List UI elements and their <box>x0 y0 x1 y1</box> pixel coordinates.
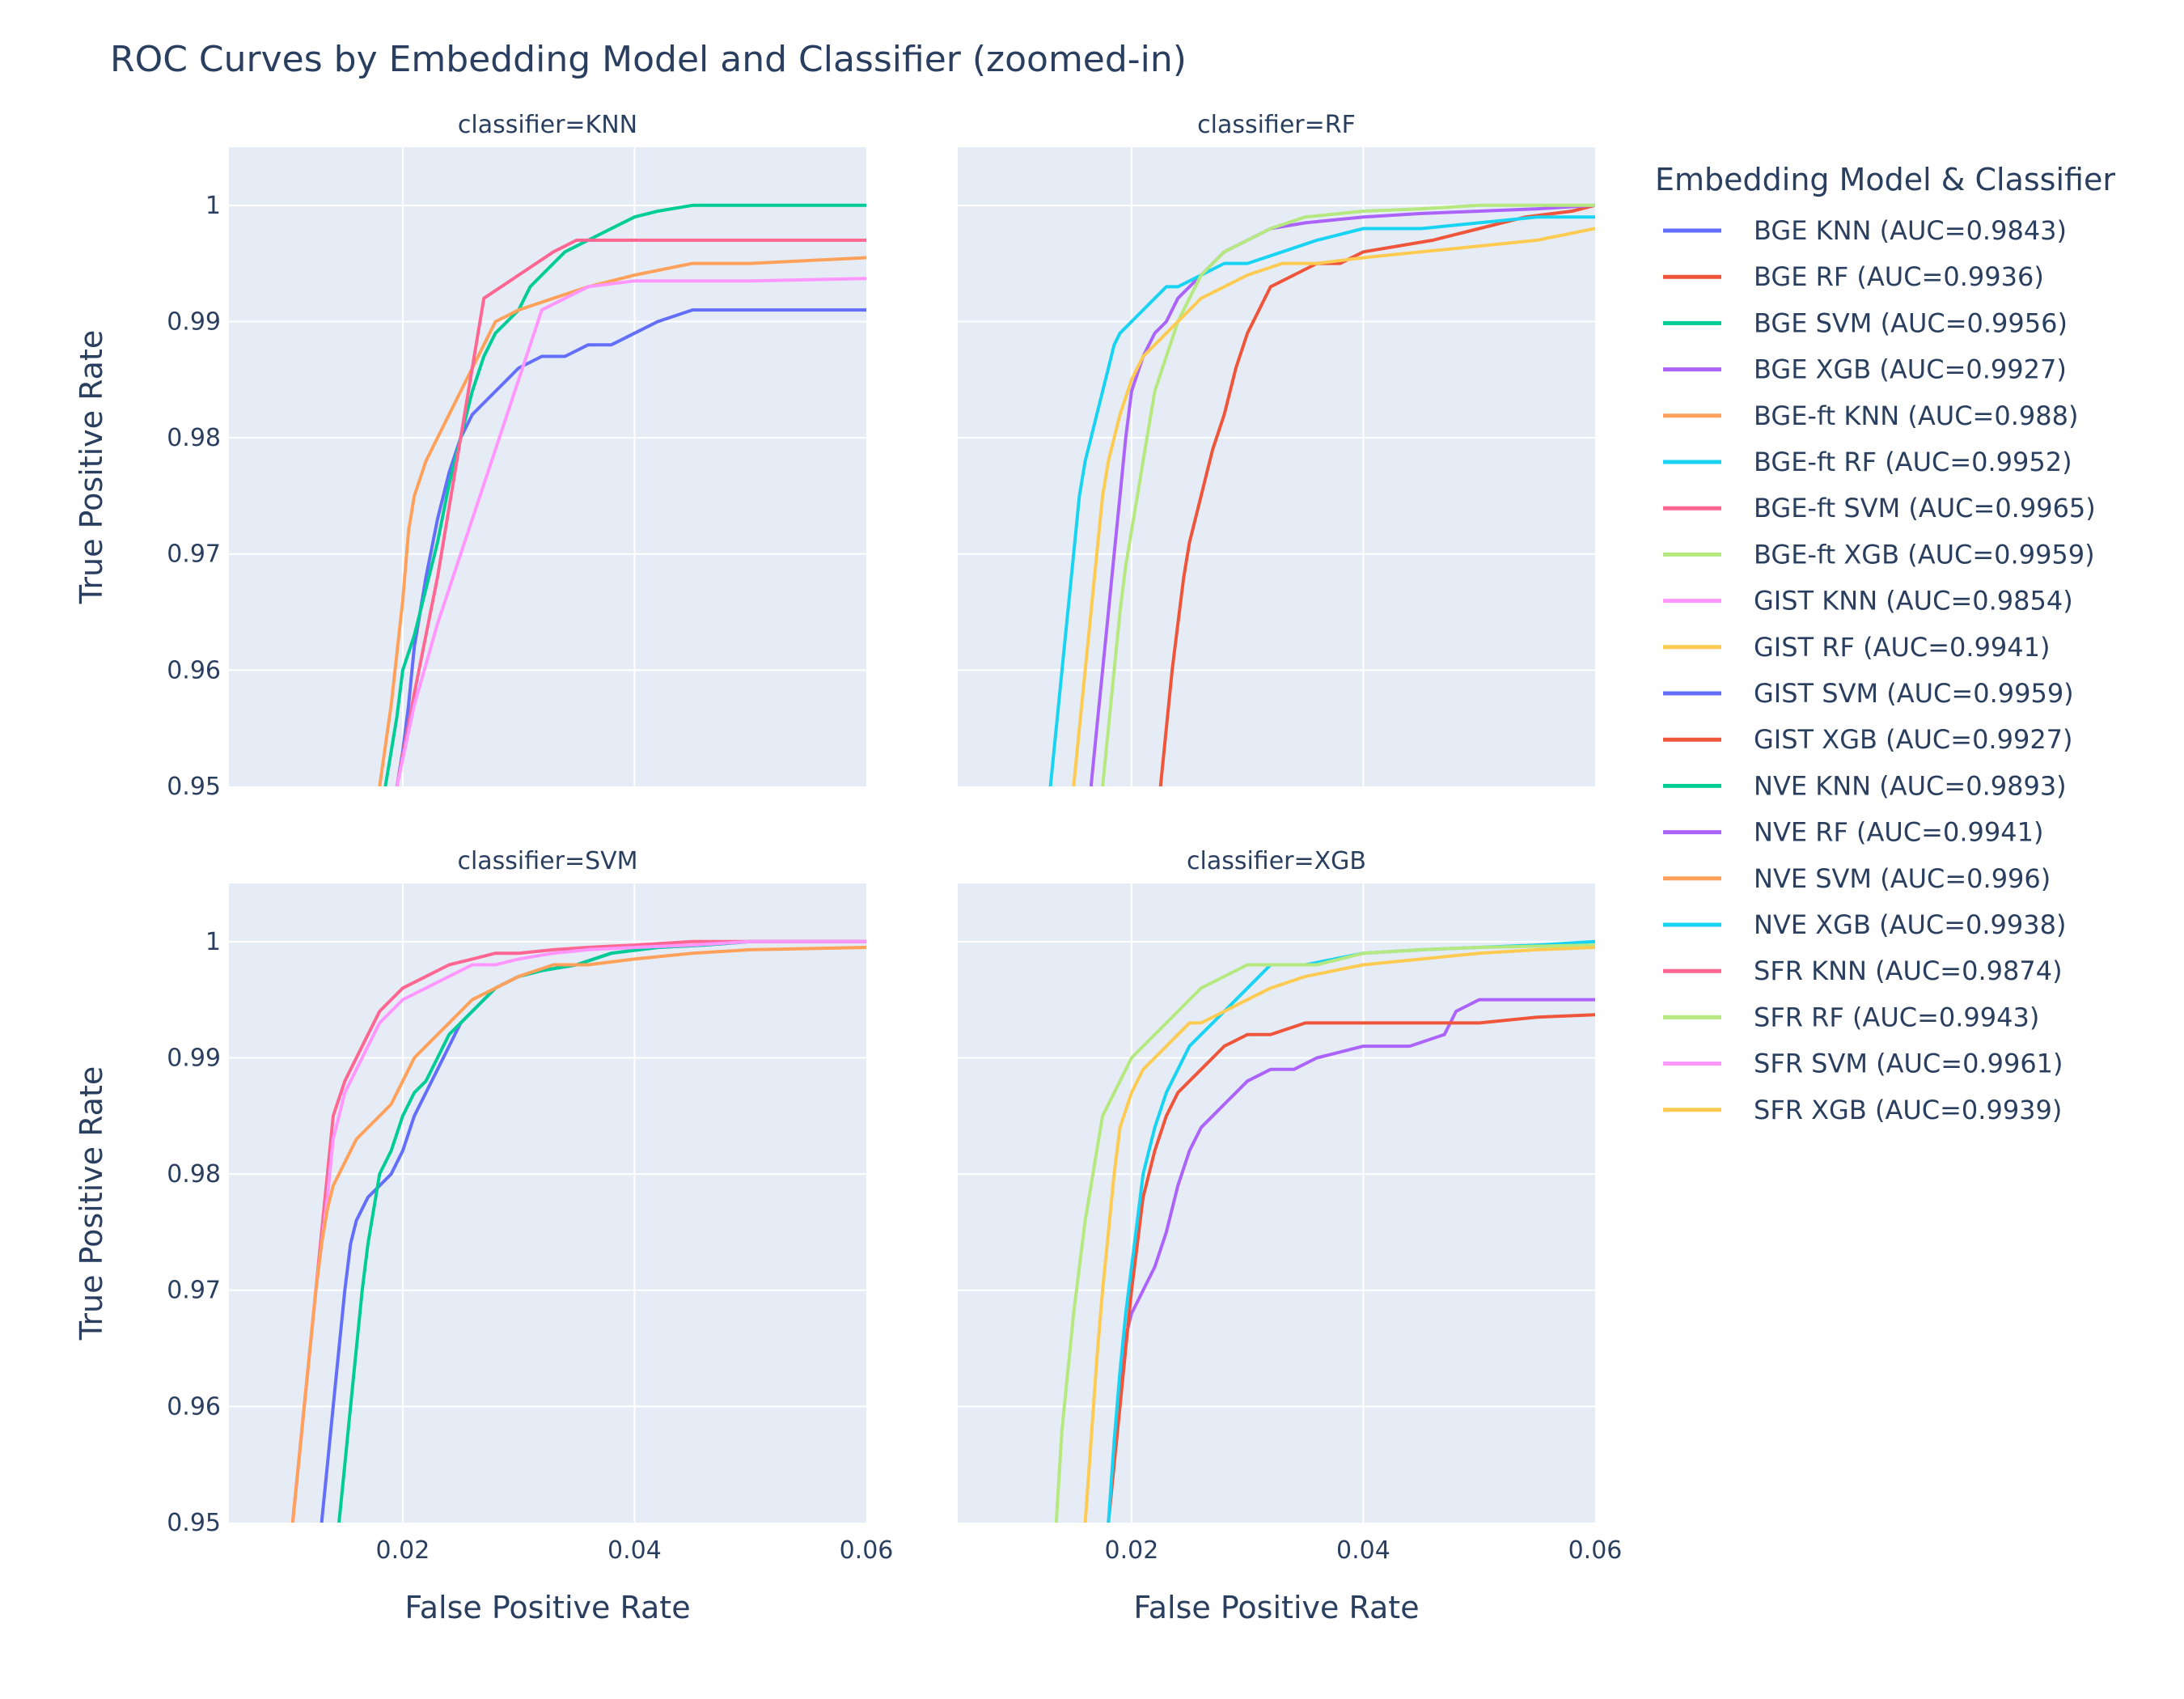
legend-item[interactable]: GIST RF (AUC=0.9941) <box>1663 632 2050 663</box>
roc-line <box>1072 227 1595 786</box>
legend-label: BGE RF (AUC=0.9936) <box>1754 261 2044 292</box>
legend-label: SFR RF (AUC=0.9943) <box>1754 1002 2039 1032</box>
x-tick-label: 0.06 <box>1568 1536 1623 1565</box>
legend-item[interactable]: BGE-ft RF (AUC=0.9952) <box>1663 447 2072 477</box>
legend-item[interactable]: BGE-ft XGB (AUC=0.9959) <box>1663 539 2095 570</box>
panel-rf: classifier=RF <box>958 111 1595 786</box>
roc-line <box>1158 203 1595 786</box>
x-axis-label: False Positive Rate <box>404 1590 690 1625</box>
series-group <box>378 203 866 786</box>
legend: Embedding Model & Classifier BGE KNN (AUC… <box>1655 162 2115 1125</box>
legend-item[interactable]: BGE SVM (AUC=0.9956) <box>1663 307 2068 338</box>
legend-item[interactable]: NVE RF (AUC=0.9941) <box>1663 817 2043 848</box>
y-tick-label: 0.98 <box>167 424 221 452</box>
legend-label: BGE KNN (AUC=0.9843) <box>1754 215 2067 246</box>
legend-label: GIST RF (AUC=0.9941) <box>1754 632 2050 663</box>
series-group <box>1048 203 1595 786</box>
x-tick-label: 0.02 <box>376 1536 430 1565</box>
y-tick-label: 0.96 <box>167 1392 221 1421</box>
legend-item[interactable]: GIST SVM (AUC=0.9959) <box>1663 678 2074 709</box>
y-tick-label: 0.97 <box>167 540 221 569</box>
legend-item[interactable]: NVE SVM (AUC=0.996) <box>1663 863 2051 894</box>
roc-line <box>290 946 866 1523</box>
legend-label: SFR XGB (AUC=0.9939) <box>1754 1095 2062 1125</box>
roc-line <box>1101 203 1595 786</box>
roc-line <box>395 238 866 786</box>
panel-title: classifier=SVM <box>457 847 637 875</box>
panel-knn: classifier=KNN 0.95 0.96 0.97 0.98 0.99 1 True … <box>74 111 866 801</box>
legend-label: BGE-ft SVM (AUC=0.9965) <box>1754 493 2096 523</box>
legend-label: BGE-ft XGB (AUC=0.9959) <box>1754 539 2095 570</box>
x-tick-label: 0.04 <box>607 1536 662 1565</box>
panel-xgb: classifier=XGB 0.02 0.04 0.06 False Positive… <box>958 847 1622 1625</box>
x-tick-label: 0.06 <box>840 1536 894 1565</box>
panel-svm: classifier=SVM 0.95 0.96 0.97 0.98 0.99 1 0.02 0… <box>74 847 893 1625</box>
y-axis-label: True Positive Rate <box>74 330 109 605</box>
roc-line <box>395 277 866 786</box>
legend-label: GIST KNN (AUC=0.9854) <box>1754 586 2073 616</box>
legend-label: NVE XGB (AUC=0.9938) <box>1754 909 2066 940</box>
legend-item[interactable]: BGE RF (AUC=0.9936) <box>1663 261 2044 292</box>
legend-item[interactable]: GIST XGB (AUC=0.9927) <box>1663 724 2073 755</box>
y-tick-label: 0.99 <box>167 307 221 336</box>
roc-line <box>1048 215 1595 786</box>
panel-title: classifier=RF <box>1197 111 1356 139</box>
roc-line <box>1112 998 1595 1442</box>
legend-item[interactable]: BGE KNN (AUC=0.9843) <box>1663 215 2067 246</box>
roc-line <box>383 203 866 786</box>
y-tick-label: 0.95 <box>167 773 221 801</box>
legend-item[interactable]: SFR XGB (AUC=0.9939) <box>1663 1095 2062 1125</box>
plot-area <box>229 883 866 1523</box>
series-group <box>1054 939 1595 1523</box>
y-axis-label: True Positive Rate <box>74 1066 109 1341</box>
roc-line <box>337 939 866 1523</box>
legend-label: GIST SVM (AUC=0.9959) <box>1754 678 2074 709</box>
legend-label: BGE XGB (AUC=0.9927) <box>1754 354 2067 385</box>
legend-label: GIST XGB (AUC=0.9927) <box>1754 724 2073 755</box>
chart-title: ROC Curves by Embedding Model and Classi… <box>110 39 1187 80</box>
legend-item[interactable]: SFR RF (AUC=0.9943) <box>1663 1002 2039 1032</box>
legend-item[interactable]: SFR KNN (AUC=0.9874) <box>1663 955 2063 986</box>
legend-item[interactable]: GIST KNN (AUC=0.9854) <box>1663 586 2073 616</box>
y-tick-label: 0.95 <box>167 1509 221 1537</box>
legend-item[interactable]: BGE-ft SVM (AUC=0.9965) <box>1663 493 2096 523</box>
y-tick-label: 0.98 <box>167 1160 221 1188</box>
panel-title: classifier=KNN <box>458 111 637 139</box>
legend-item[interactable]: SFR SVM (AUC=0.9961) <box>1663 1049 2063 1079</box>
y-tick-label: 0.97 <box>167 1277 221 1305</box>
legend-label: NVE RF (AUC=0.9941) <box>1754 817 2043 848</box>
y-tick-label: 0.96 <box>167 656 221 684</box>
roc-line <box>1107 1013 1595 1523</box>
legend-item[interactable]: NVE KNN (AUC=0.9893) <box>1663 770 2067 801</box>
roc-line <box>1054 943 1595 1523</box>
panel-title: classifier=XGB <box>1187 847 1366 875</box>
y-tick-label: 1 <box>205 928 221 956</box>
plot-area <box>958 883 1595 1523</box>
legend-label: SFR SVM (AUC=0.9961) <box>1754 1049 2063 1079</box>
legend-label: NVE KNN (AUC=0.9893) <box>1754 770 2067 801</box>
legend-label: BGE-ft KNN (AUC=0.988) <box>1754 400 2078 431</box>
y-tick-label: 0.99 <box>167 1044 221 1072</box>
legend-item[interactable]: BGE-ft KNN (AUC=0.988) <box>1663 400 2078 431</box>
legend-label: BGE-ft RF (AUC=0.9952) <box>1754 447 2072 477</box>
legend-title: Embedding Model & Classifier <box>1655 162 2115 197</box>
series-group <box>290 939 866 1523</box>
y-tick-label: 1 <box>205 192 221 220</box>
x-axis-label: False Positive Rate <box>1133 1590 1419 1625</box>
legend-label: BGE SVM (AUC=0.9956) <box>1754 307 2068 338</box>
legend-item[interactable]: BGE XGB (AUC=0.9927) <box>1663 354 2067 385</box>
legend-label: SFR KNN (AUC=0.9874) <box>1754 955 2063 986</box>
x-tick-label: 0.04 <box>1336 1536 1390 1565</box>
x-tick-label: 0.02 <box>1105 1536 1159 1565</box>
legend-label: NVE SVM (AUC=0.996) <box>1754 863 2051 894</box>
roc-line <box>1083 946 1595 1523</box>
legend-item[interactable]: NVE XGB (AUC=0.9938) <box>1663 909 2066 940</box>
roc-line <box>1089 203 1595 786</box>
plot-area <box>229 147 866 786</box>
